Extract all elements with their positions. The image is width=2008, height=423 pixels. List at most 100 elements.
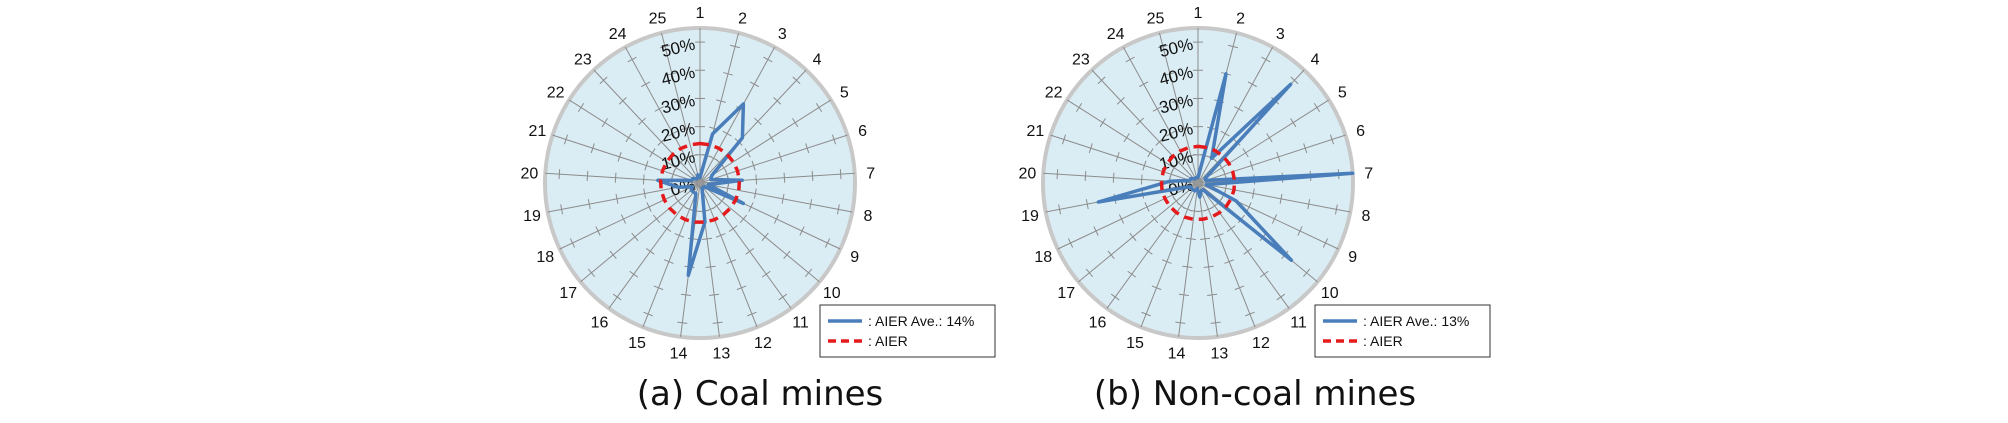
tick-mark — [702, 237, 713, 241]
category-label-3: 3 — [1276, 26, 1285, 43]
tick-mark — [773, 214, 780, 224]
category-label-2: 2 — [738, 10, 747, 27]
category-label-6: 6 — [858, 123, 867, 140]
tick-mark — [615, 193, 619, 204]
category-label-19: 19 — [1021, 208, 1039, 225]
tick-mark — [716, 99, 726, 103]
tick-mark — [680, 293, 691, 296]
tick-mark — [1164, 72, 1175, 76]
tick-mark — [1118, 214, 1125, 224]
tick-mark — [836, 204, 840, 215]
tick-mark — [618, 97, 627, 105]
category-label-4: 4 — [813, 51, 822, 68]
spoke-5 — [699, 99, 832, 184]
tick-mark — [1067, 238, 1074, 248]
tick-mark — [1290, 118, 1297, 128]
tick-mark — [761, 270, 771, 278]
tick-mark — [1127, 270, 1137, 278]
tick-mark — [1271, 214, 1278, 224]
tick-mark — [799, 226, 805, 236]
category-label-19: 19 — [523, 208, 541, 225]
category-label-2: 2 — [1236, 10, 1245, 27]
category-label-17: 17 — [559, 285, 577, 302]
tick-mark — [614, 172, 617, 183]
category-label-1: 1 — [696, 5, 705, 22]
category-label-13: 13 — [713, 346, 731, 363]
tick-mark — [1172, 99, 1182, 103]
tick-mark — [1179, 126, 1189, 131]
tick-mark — [1178, 293, 1189, 296]
category-label-17: 17 — [1057, 285, 1075, 302]
tick-mark — [1107, 250, 1115, 260]
spoke-5 — [1197, 99, 1330, 184]
category-label-11: 11 — [1290, 314, 1307, 331]
spoke-25 — [1158, 32, 1199, 184]
spoke-16 — [1106, 182, 1199, 309]
spoke-11 — [1197, 182, 1290, 309]
spoke-22 — [1066, 99, 1199, 184]
tick-mark — [657, 138, 666, 146]
tick-mark — [617, 151, 622, 162]
category-label-16: 16 — [1089, 314, 1107, 331]
tick-mark — [811, 170, 814, 181]
category-label-24: 24 — [1107, 26, 1125, 43]
tick-mark — [1061, 134, 1067, 145]
tick-mark — [748, 202, 754, 212]
category-label-12: 12 — [1252, 335, 1270, 352]
tick-mark — [1097, 76, 1106, 85]
tick-mark — [739, 214, 748, 224]
tick-mark — [1150, 214, 1159, 224]
tick-mark — [1247, 81, 1257, 88]
tick-mark — [677, 321, 688, 324]
tick-mark — [646, 202, 652, 212]
spoke-13 — [1197, 182, 1218, 337]
tick-mark — [755, 174, 758, 185]
tick-mark — [1162, 259, 1172, 264]
tick-mark — [558, 169, 561, 180]
tick-mark — [609, 250, 617, 260]
spoke-18 — [559, 182, 701, 250]
tick-mark — [751, 160, 756, 171]
tick-mark — [1313, 103, 1321, 112]
category-label-20: 20 — [520, 165, 538, 182]
legend-entry: : AIER — [1363, 333, 1403, 349]
tick-mark — [730, 44, 741, 49]
tick-mark — [1297, 226, 1303, 236]
spoke-8 — [1197, 182, 1351, 213]
tick-mark — [1307, 199, 1311, 210]
spoke-17 — [580, 182, 701, 283]
category-label-9: 9 — [850, 249, 859, 266]
tick-mark — [599, 76, 608, 85]
tick-mark — [1166, 130, 1176, 137]
category-label-1: 1 — [1194, 5, 1203, 22]
tick-mark — [645, 248, 655, 255]
tick-mark — [643, 311, 653, 317]
tick-mark — [1084, 170, 1087, 181]
tick-mark — [728, 225, 738, 232]
category-label-14: 14 — [1168, 346, 1186, 363]
tick-mark — [1210, 321, 1221, 324]
tick-mark — [1093, 226, 1099, 236]
tick-mark — [1228, 44, 1239, 49]
category-label-25: 25 — [1147, 10, 1165, 27]
tick-mark — [753, 117, 762, 126]
tick-mark — [1245, 311, 1255, 317]
spoke-22 — [568, 99, 701, 184]
category-label-16: 16 — [591, 314, 609, 331]
spoke-12 — [1197, 182, 1256, 328]
tick-mark — [659, 44, 670, 49]
tick-mark — [1172, 233, 1183, 238]
tick-mark — [1261, 56, 1271, 63]
spoke-21 — [1050, 134, 1199, 184]
tick-mark — [601, 118, 608, 128]
tick-mark — [688, 153, 698, 158]
tick-mark — [1136, 117, 1145, 126]
spoke-21 — [552, 134, 701, 184]
tick-mark — [627, 56, 637, 63]
tick-mark — [763, 56, 773, 63]
tick-mark — [824, 238, 831, 248]
tick-mark — [1276, 151, 1281, 162]
legend-entry: : AIER Ave.: 14% — [868, 313, 974, 329]
tick-mark — [1123, 133, 1130, 143]
